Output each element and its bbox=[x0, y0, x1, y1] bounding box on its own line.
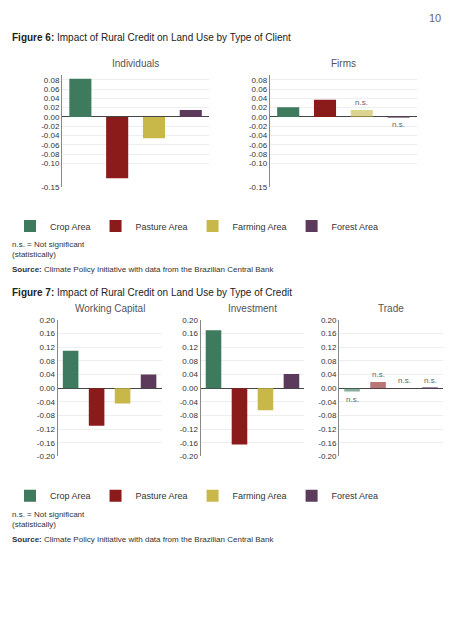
svg-text:-0.04: -0.04 bbox=[249, 131, 268, 140]
svg-text:-0.10: -0.10 bbox=[41, 159, 60, 168]
svg-text:0.04: 0.04 bbox=[252, 94, 268, 103]
svg-text:-0.15: -0.15 bbox=[41, 183, 60, 192]
svg-text:0.12: 0.12 bbox=[182, 343, 198, 352]
svg-text:-0.02: -0.02 bbox=[41, 122, 60, 131]
svg-text:-0.10: -0.10 bbox=[249, 159, 268, 168]
svg-text:0.20: 0.20 bbox=[321, 316, 337, 325]
svg-text:Crop Area: Crop Area bbox=[50, 491, 91, 501]
svg-text:0.20: 0.20 bbox=[39, 316, 55, 325]
svg-text:-0.15: -0.15 bbox=[249, 183, 268, 192]
svg-text:0.06: 0.06 bbox=[44, 85, 60, 94]
svg-text:0.00: 0.00 bbox=[252, 113, 268, 122]
svg-text:0.08: 0.08 bbox=[44, 76, 60, 85]
svg-text:0.12: 0.12 bbox=[39, 343, 55, 352]
svg-text:Trade: Trade bbox=[378, 303, 404, 314]
svg-text:Pasture Area: Pasture Area bbox=[136, 491, 188, 501]
svg-text:0.12: 0.12 bbox=[321, 343, 337, 352]
svg-text:n.s.: n.s. bbox=[424, 376, 437, 385]
svg-text:-0.04: -0.04 bbox=[180, 398, 199, 407]
svg-text:n.s.: n.s. bbox=[398, 376, 411, 385]
svg-text:-0.08: -0.08 bbox=[249, 150, 268, 159]
svg-text:0.00: 0.00 bbox=[39, 384, 55, 393]
svg-text:0.08: 0.08 bbox=[252, 76, 268, 85]
svg-text:-0.06: -0.06 bbox=[249, 141, 268, 150]
svg-text:Source: Climate Policy Initiat: Source: Climate Policy Initiative with d… bbox=[12, 265, 274, 274]
svg-text:n.s.: n.s. bbox=[392, 120, 405, 129]
svg-text:0.04: 0.04 bbox=[44, 94, 60, 103]
svg-text:0.16: 0.16 bbox=[39, 329, 55, 338]
svg-text:0.08: 0.08 bbox=[39, 357, 55, 366]
svg-text:Farming Area: Farming Area bbox=[233, 222, 287, 232]
svg-text:0.00: 0.00 bbox=[44, 113, 60, 122]
svg-text:0.00: 0.00 bbox=[182, 384, 198, 393]
svg-text:-0.04: -0.04 bbox=[41, 131, 60, 140]
svg-text:Figure 6: Impact of Rural Cred: Figure 6: Impact of Rural Credit on Land… bbox=[12, 32, 291, 43]
svg-text:Source: Climate Policy Initiat: Source: Climate Policy Initiative with d… bbox=[12, 535, 274, 544]
svg-text:0.04: 0.04 bbox=[39, 370, 55, 379]
svg-text:Individuals: Individuals bbox=[112, 58, 159, 69]
svg-text:n.s.: n.s. bbox=[346, 395, 359, 404]
svg-text:Figure 7: Impact of Rural Cred: Figure 7: Impact of Rural Credit on Land… bbox=[12, 287, 292, 298]
svg-text:-0.02: -0.02 bbox=[249, 122, 268, 131]
svg-text:-0.12: -0.12 bbox=[37, 425, 56, 434]
svg-text:Crop Area: Crop Area bbox=[50, 222, 91, 232]
svg-text:-0.04: -0.04 bbox=[318, 398, 337, 407]
svg-text:-0.08: -0.08 bbox=[41, 150, 60, 159]
svg-text:-0.16: -0.16 bbox=[318, 439, 337, 448]
svg-text:n.s. = Not significant(statist: n.s. = Not significant(statistically) bbox=[12, 510, 85, 529]
svg-text:0.04: 0.04 bbox=[182, 370, 198, 379]
svg-text:Farming Area: Farming Area bbox=[233, 491, 287, 501]
svg-text:0.16: 0.16 bbox=[182, 329, 198, 338]
svg-text:-0.16: -0.16 bbox=[37, 439, 56, 448]
svg-text:-0.08: -0.08 bbox=[180, 411, 199, 420]
svg-text:-0.08: -0.08 bbox=[318, 411, 337, 420]
svg-text:-0.20: -0.20 bbox=[180, 452, 199, 461]
svg-text:-0.08: -0.08 bbox=[37, 411, 56, 420]
svg-text:-0.12: -0.12 bbox=[180, 425, 199, 434]
svg-text:0.04: 0.04 bbox=[321, 370, 337, 379]
svg-text:Forest Area: Forest Area bbox=[332, 491, 379, 501]
svg-text:-0.06: -0.06 bbox=[41, 141, 60, 150]
svg-text:-0.20: -0.20 bbox=[318, 452, 337, 461]
svg-text:Working Capital: Working Capital bbox=[75, 303, 145, 314]
svg-text:0.02: 0.02 bbox=[44, 103, 60, 112]
svg-text:-0.12: -0.12 bbox=[318, 425, 337, 434]
svg-text:-0.16: -0.16 bbox=[180, 439, 199, 448]
svg-text:0.08: 0.08 bbox=[182, 357, 198, 366]
svg-text:Pasture Area: Pasture Area bbox=[136, 222, 188, 232]
svg-text:-0.04: -0.04 bbox=[37, 398, 56, 407]
svg-text:0.00: 0.00 bbox=[321, 384, 337, 393]
svg-text:n.s. = Not significant(statist: n.s. = Not significant(statistically) bbox=[12, 240, 85, 259]
svg-text:-0.20: -0.20 bbox=[37, 452, 56, 461]
svg-text:Forest Area: Forest Area bbox=[332, 222, 379, 232]
svg-text:10: 10 bbox=[429, 12, 441, 24]
svg-text:0.06: 0.06 bbox=[252, 85, 268, 94]
svg-text:Investment: Investment bbox=[228, 303, 277, 314]
svg-text:0.08: 0.08 bbox=[321, 357, 337, 366]
svg-text:Firms: Firms bbox=[331, 58, 356, 69]
svg-text:0.20: 0.20 bbox=[182, 316, 198, 325]
svg-text:0.02: 0.02 bbox=[252, 103, 268, 112]
svg-text:n.s.: n.s. bbox=[355, 98, 368, 107]
svg-text:n.s.: n.s. bbox=[372, 370, 385, 379]
svg-text:0.16: 0.16 bbox=[321, 329, 337, 338]
